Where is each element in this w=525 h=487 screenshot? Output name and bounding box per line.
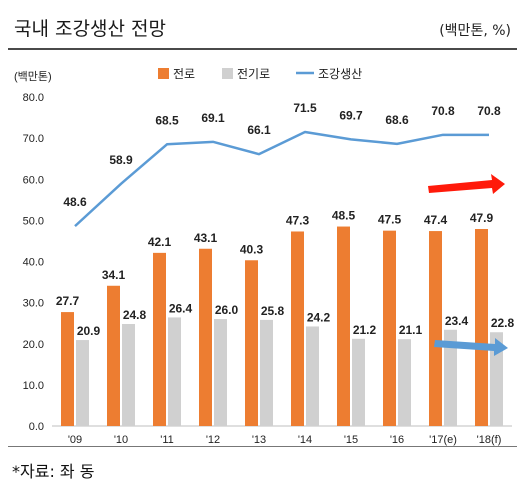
x-tick-label: '15	[344, 434, 358, 446]
legend-label: 전기로	[237, 67, 270, 81]
x-tick-label: '11	[160, 434, 174, 446]
legend-swatch	[158, 68, 169, 79]
label-electric: 21.2	[353, 323, 377, 337]
label-converter: 47.3	[286, 213, 310, 227]
x-tick-label: '18(f)	[477, 434, 502, 446]
bar-layer	[61, 226, 503, 426]
label-converter: 48.5	[332, 209, 356, 223]
bar-electric	[352, 338, 365, 426]
footer-rule	[8, 446, 517, 447]
label-converter: 47.4	[424, 213, 448, 227]
line-layer	[74, 130, 489, 228]
label-crude-steel: 70.8	[431, 104, 455, 118]
label-crude-steel: 70.8	[477, 104, 501, 118]
y-axis-title: (백만톤)	[14, 70, 52, 83]
label-electric: 21.1	[399, 323, 423, 337]
label-electric: 24.2	[307, 310, 331, 324]
x-tick-label: '09	[68, 434, 82, 446]
y-tick-label: 60.0	[23, 174, 44, 186]
bar-electric	[444, 329, 457, 426]
label-crude-steel: 48.6	[63, 195, 87, 209]
y-tick-label: 70.0	[23, 133, 44, 145]
label-crude-steel: 69.1	[201, 111, 225, 125]
label-crude-steel: 68.5	[155, 113, 179, 127]
label-converter: 43.1	[194, 231, 218, 245]
label-converter: 47.9	[470, 211, 494, 225]
source-note: *자료: 좌 동	[12, 462, 95, 481]
label-electric: 26.4	[169, 301, 193, 315]
label-electric: 25.8	[261, 304, 285, 318]
trend-arrows	[428, 174, 508, 356]
bar-converter	[245, 260, 258, 426]
label-electric: 26.0	[215, 303, 239, 317]
bar-converter	[61, 312, 74, 426]
y-tick-label: 0.0	[29, 421, 44, 433]
bar-electric	[214, 319, 227, 426]
x-tick-label: '14	[298, 434, 312, 446]
label-converter: 42.1	[148, 235, 172, 249]
data-labels: 27.7 20.9 34.1 24.8 42.1 26.4 43.1 26.0 40.3 25.8…	[56, 101, 515, 338]
bar-converter	[153, 252, 166, 426]
label-converter: 40.3	[240, 242, 264, 256]
chart-title: 국내 조강생산 전망	[14, 18, 166, 40]
label-electric: 20.9	[77, 324, 101, 338]
y-tick-label: 50.0	[23, 215, 44, 227]
y-tick-label: 20.0	[23, 339, 44, 351]
label-crude-steel: 71.5	[293, 101, 317, 115]
label-converter: 27.7	[56, 294, 80, 308]
label-electric: 23.4	[445, 314, 469, 328]
bar-electric	[122, 324, 135, 426]
legend-swatch	[222, 68, 233, 79]
y-tick-label: 10.0	[23, 380, 44, 392]
title-rule	[8, 48, 517, 50]
legend: 전로 전기로 조강생산	[158, 67, 362, 81]
up-arrow-icon	[428, 174, 505, 194]
bar-electric	[76, 340, 89, 426]
label-converter: 47.5	[378, 213, 402, 227]
label-crude-steel: 69.7	[339, 108, 363, 122]
bar-converter	[107, 285, 120, 426]
bar-electric	[306, 326, 319, 426]
label-converter: 34.1	[102, 268, 126, 282]
y-tick-label: 80.0	[23, 92, 44, 104]
y-tick-label: 40.0	[23, 257, 44, 269]
legend-label: 전로	[173, 67, 195, 81]
label-electric: 22.8	[491, 316, 515, 330]
bar-electric	[168, 317, 181, 426]
bar-converter	[383, 230, 396, 426]
line-crude-steel	[74, 130, 489, 228]
x-tick-label: '17(e)	[429, 434, 457, 446]
bar-electric	[490, 332, 503, 426]
bar-converter	[337, 226, 350, 426]
bar-converter	[291, 231, 304, 426]
label-crude-steel: 58.9	[109, 153, 133, 167]
label-crude-steel: 66.1	[247, 123, 271, 137]
down-arrow-icon	[434, 338, 508, 356]
x-axis: '09 '10 '11 '12 '13 '14 '15 '16 '17(e) '18(f)	[68, 434, 502, 446]
legend-label: 조강생산	[318, 67, 362, 81]
y-axis: (백만톤) 0.0 10.0 20.0 30.0 40.0 50.0 60.0 70.0 80.0	[14, 70, 512, 433]
x-tick-label: '16	[390, 434, 404, 446]
x-tick-label: '12	[206, 434, 220, 446]
bar-electric	[260, 319, 273, 426]
y-tick-label: 30.0	[23, 298, 44, 310]
label-crude-steel: 68.6	[385, 113, 409, 127]
bar-electric	[398, 339, 411, 426]
bar-converter	[475, 229, 488, 426]
x-tick-label: '10	[114, 434, 128, 446]
unit-label: (백만톤, %)	[439, 23, 511, 39]
bar-converter	[199, 248, 212, 426]
bar-converter	[429, 231, 442, 426]
x-tick-label: '13	[252, 434, 266, 446]
label-electric: 24.8	[123, 308, 147, 322]
